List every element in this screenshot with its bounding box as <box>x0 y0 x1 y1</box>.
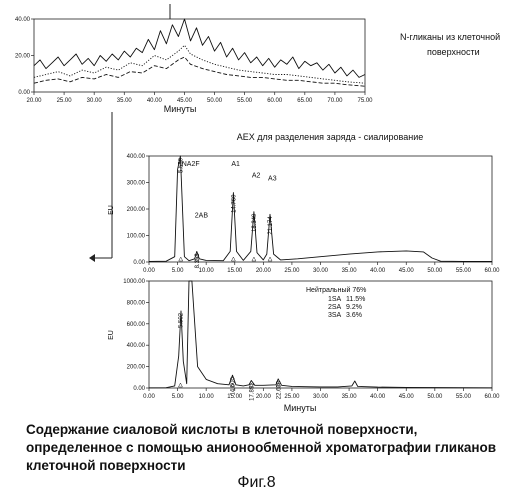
annotation-row-name: 2SA <box>328 304 342 311</box>
x-tick-label: 5.00 <box>172 394 184 400</box>
annotation-row-value: 11.5% <box>346 296 365 303</box>
x-tick-label: 20.00 <box>256 394 272 400</box>
y-tick-label: 300.00 <box>127 181 146 187</box>
peak-time-label: 14.600 <box>230 377 236 396</box>
y-tick-label: 400.00 <box>127 343 146 349</box>
y-tick-label: 800.00 <box>127 300 146 306</box>
peak-time-label: 21.174 <box>268 216 274 235</box>
x-tick-label: 0.00 <box>143 394 155 400</box>
y-tick-label: 0.00 <box>133 260 145 266</box>
y-tick-label: 40.00 <box>15 17 31 23</box>
cells-chart-xlabel: Минуты <box>284 403 317 413</box>
top-chart-title-line1: N-гликаны из клеточной <box>400 32 500 42</box>
x-tick-label: 55.00 <box>456 268 472 274</box>
x-tick-label: 75.00 <box>357 98 373 104</box>
flow-arrow <box>89 112 112 262</box>
x-tick-label: 20.00 <box>26 98 42 104</box>
figure-caption: Содержание сиаловой кислоты в клеточной … <box>26 421 496 475</box>
x-tick-label: 0.00 <box>143 268 155 274</box>
aex-chart-title: AEX для разделения заряда - сиалирование <box>237 132 424 142</box>
caption-line-2: определенное с помощью анионообменной хр… <box>26 439 496 457</box>
x-tick-label: 45.00 <box>399 394 415 400</box>
series-line-1 <box>149 156 492 262</box>
peak-time-label: 8.358 <box>195 253 201 269</box>
y-tick-label: 1000.00 <box>123 279 145 285</box>
peak-time-label: 18.349 <box>252 213 258 232</box>
top-chart: 0.00 20.00 40.00 20.00 25.00 30.00 35.00 40.00… <box>15 4 500 114</box>
x-tick-label: 45.00 <box>399 268 415 274</box>
arrow-head-icon <box>89 254 95 262</box>
cells-annotation-title: Нейтральный 76% <box>306 286 366 294</box>
caption-line-1: Содержание сиаловой кислоты в клеточной … <box>26 421 496 439</box>
caption-line-3: клеточной поверхности <box>26 457 496 475</box>
x-tick-label: 35.00 <box>342 268 358 274</box>
x-tick-label: 30.00 <box>87 98 103 104</box>
x-tick-label: 60.00 <box>267 98 283 104</box>
aex-chart: AEX для разделения заряда - сиалирование… <box>108 132 500 274</box>
x-tick-label: 60.00 <box>484 394 500 400</box>
x-tick-label: 60.00 <box>484 268 500 274</box>
x-tick-label: 40.00 <box>147 98 163 104</box>
y-tick-label: 0.00 <box>18 90 30 96</box>
x-tick-label: 40.00 <box>370 268 386 274</box>
series-line-1 <box>34 19 365 77</box>
aex-chart-ylabel: EU <box>108 205 115 215</box>
y-tick-label: 200.00 <box>127 365 146 371</box>
aex-chart-frame <box>149 156 492 262</box>
y-tick-label: 200.00 <box>127 207 146 213</box>
series-line-1 <box>149 281 492 388</box>
x-tick-label: 55.00 <box>456 394 472 400</box>
top-chart-frame <box>34 19 365 92</box>
x-tick-label: 25.00 <box>284 268 300 274</box>
x-tick-label: 25.00 <box>57 98 73 104</box>
y-tick-label: 600.00 <box>127 322 146 328</box>
figure-label: Фиг.8 <box>0 474 513 492</box>
peak-marker-icon <box>252 257 256 261</box>
x-tick-label: 50.00 <box>427 394 443 400</box>
peak-marker-icon <box>231 257 235 261</box>
annotation-row-name: 3SA <box>328 312 342 319</box>
peak-name-label: A2 <box>252 173 261 180</box>
peak-name-label: NA2F <box>182 161 200 168</box>
peak-name-label: 2AB <box>195 212 209 219</box>
x-tick-label: 65.00 <box>297 98 313 104</box>
peak-marker-icon <box>268 257 272 261</box>
y-tick-label: 20.00 <box>15 54 31 60</box>
x-tick-label: 55.00 <box>237 98 253 104</box>
top-chart-title-line2: поверхности <box>427 47 480 57</box>
x-tick-label: 5.00 <box>172 268 184 274</box>
cells-chart: EU 0.00 200.00 400.00 600.00 800.00 1000.00 0… <box>108 279 500 413</box>
peak-time-label: 14.760 <box>231 194 237 213</box>
x-tick-label: 15.00 <box>227 268 243 274</box>
x-tick-label: 40.00 <box>370 394 386 400</box>
x-tick-label: 20.00 <box>256 268 272 274</box>
x-tick-label: 10.00 <box>199 394 215 400</box>
annotation-row-value: 3.6% <box>346 312 362 319</box>
y-tick-label: 100.00 <box>127 234 146 240</box>
x-tick-label: 35.00 <box>117 98 133 104</box>
peak-marker-icon <box>178 383 182 387</box>
x-tick-label: 10.00 <box>199 268 215 274</box>
x-tick-label: 70.00 <box>327 98 343 104</box>
peak-name-label: A3 <box>268 175 277 182</box>
x-tick-label: 35.00 <box>342 394 358 400</box>
y-tick-label: 400.00 <box>127 154 146 160</box>
x-tick-label: 50.00 <box>207 98 223 104</box>
x-tick-label: 50.00 <box>427 268 443 274</box>
cells-chart-ylabel: EU <box>108 330 115 340</box>
peak-name-label: A1 <box>231 161 240 168</box>
annotation-row-name: 1SA <box>328 296 342 303</box>
peak-time-label: 22.638 <box>276 380 282 399</box>
annotation-row-value: 9.2% <box>346 304 362 311</box>
peak-marker-icon <box>179 257 183 261</box>
series-line-3 <box>34 57 365 86</box>
top-chart-xlabel: Минуты <box>164 104 197 114</box>
x-tick-label: 25.00 <box>284 394 300 400</box>
x-tick-label: 30.00 <box>313 268 329 274</box>
x-tick-label: 30.00 <box>313 394 329 400</box>
y-tick-label: 0.00 <box>133 386 145 392</box>
cells-chart-frame <box>149 281 492 388</box>
peak-time-label: 5.502 <box>178 312 184 328</box>
